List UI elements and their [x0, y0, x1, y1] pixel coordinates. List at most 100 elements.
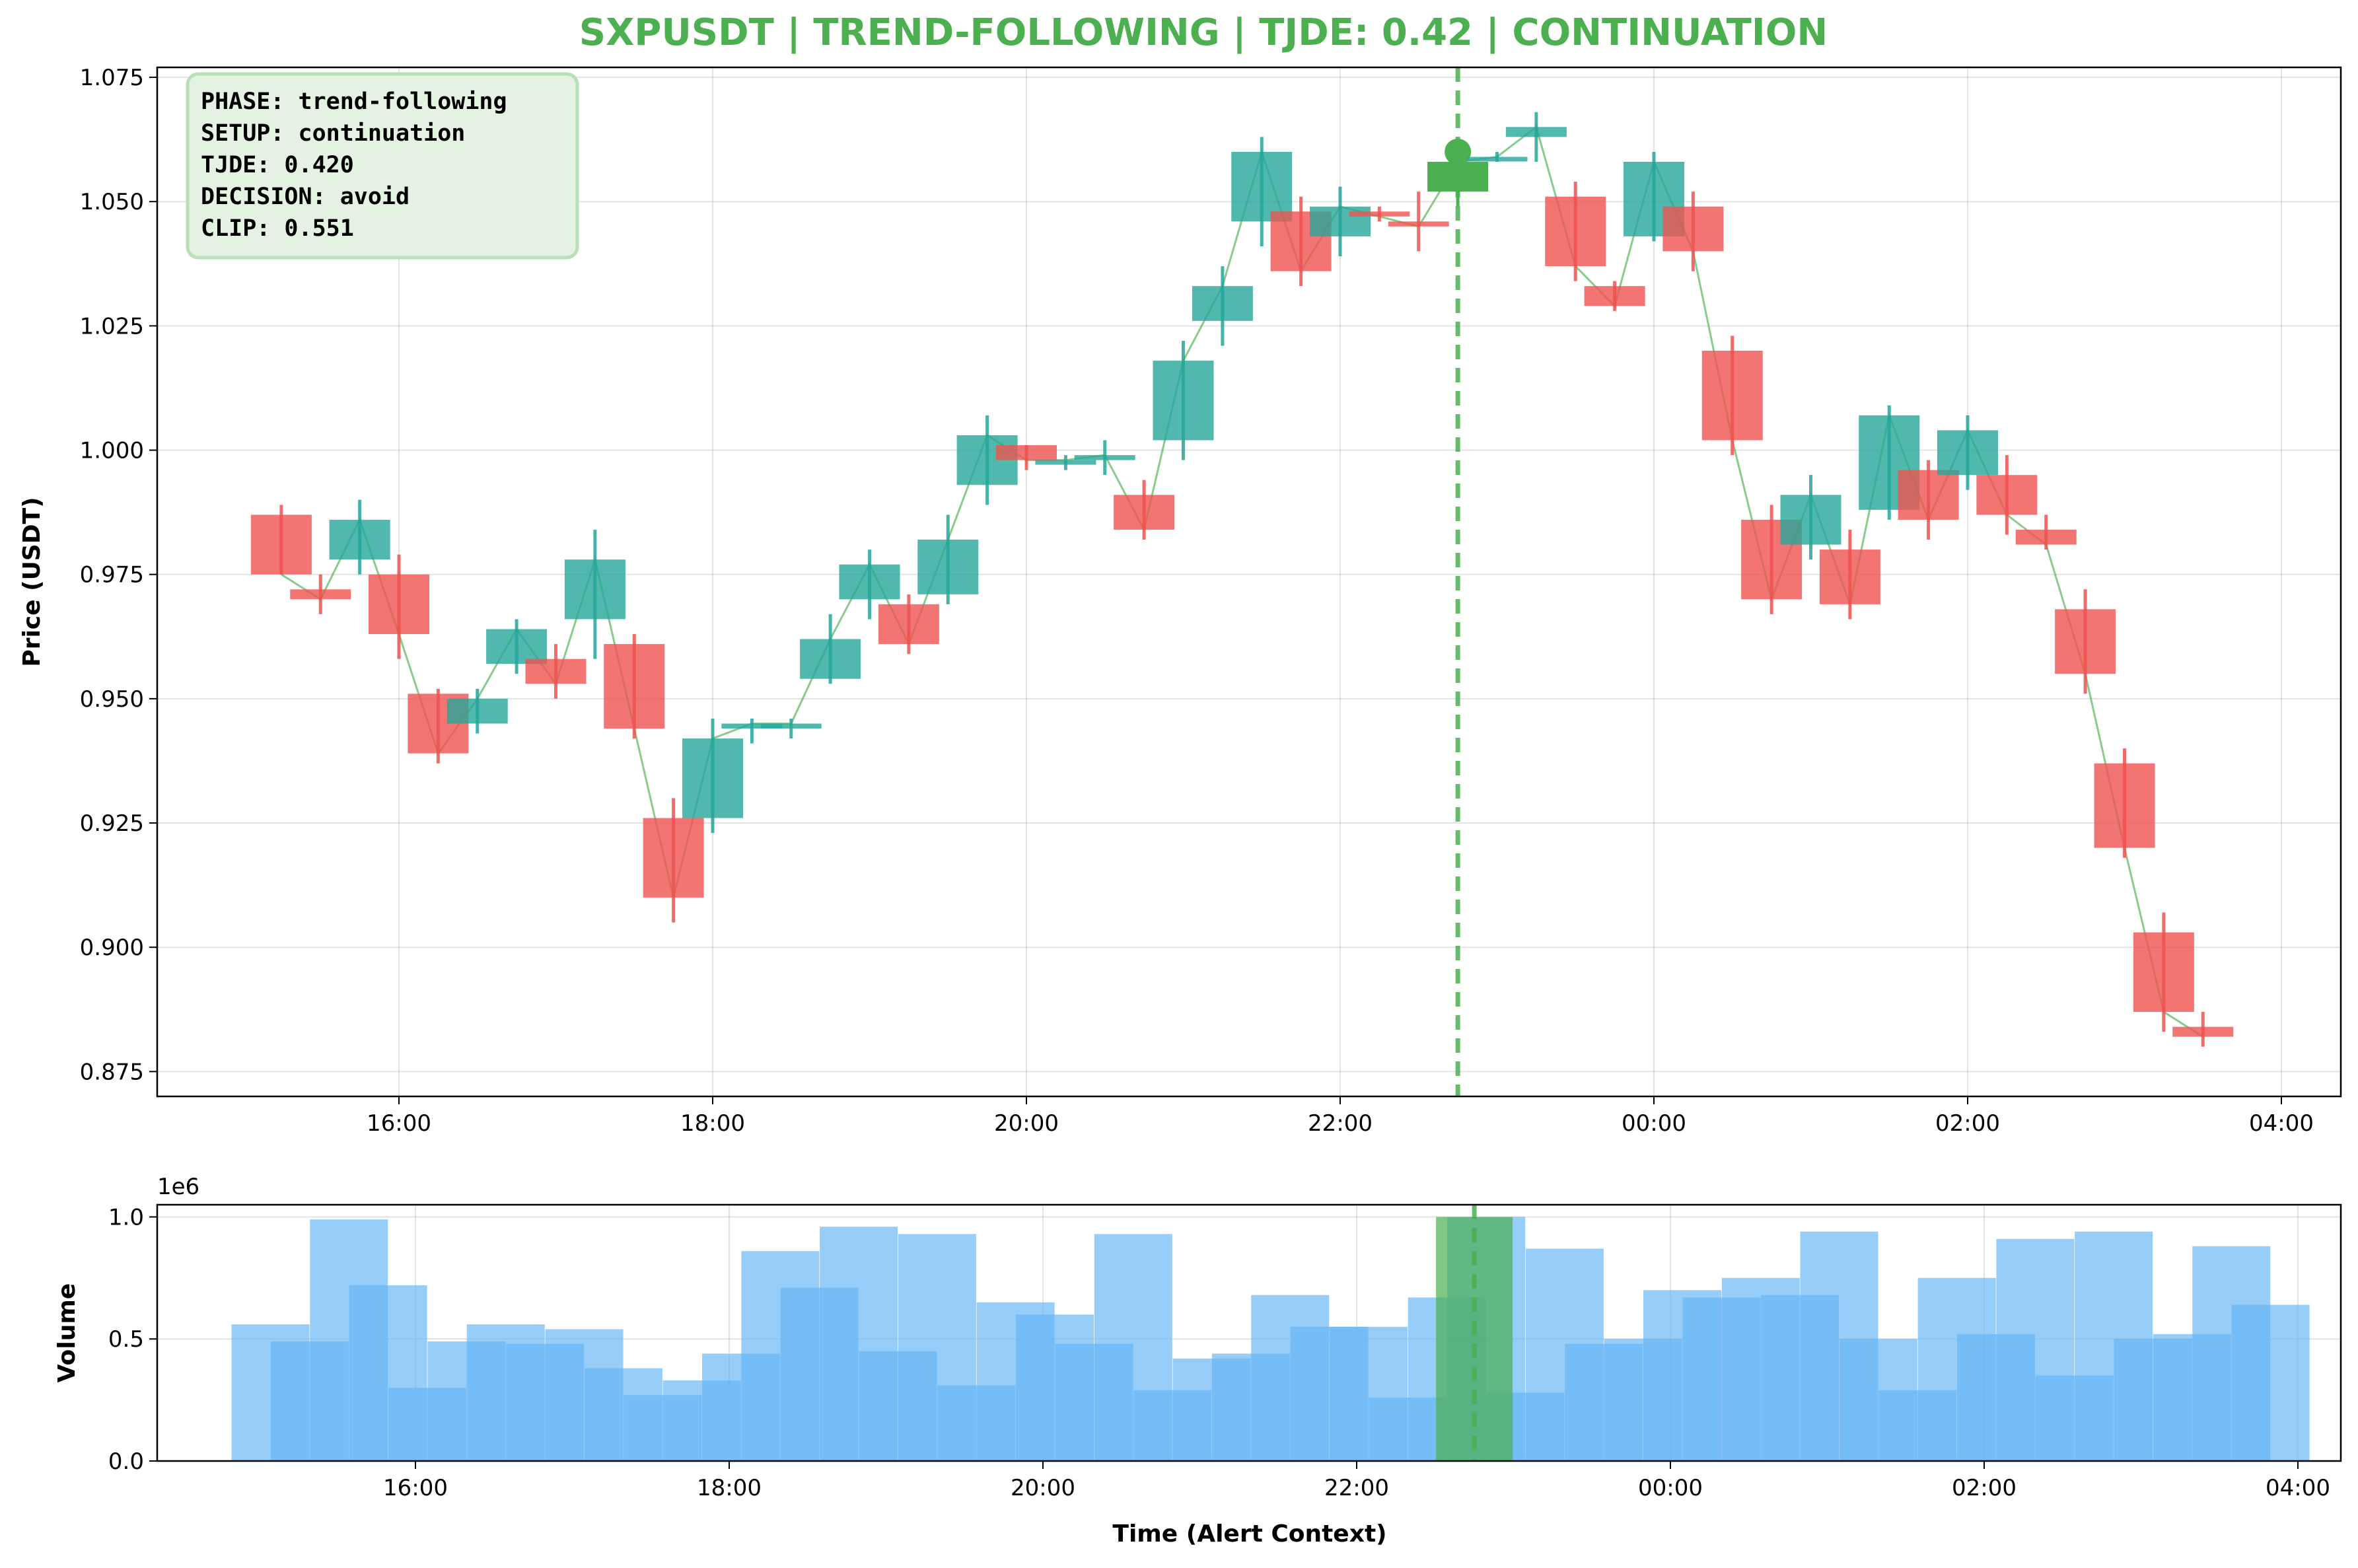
price-xtick-label: 18:00: [680, 1110, 745, 1137]
info-clip: CLIP: 0.551: [201, 215, 354, 242]
candle-body: [290, 589, 351, 600]
candle-body: [604, 644, 665, 729]
candle: [2094, 748, 2155, 858]
volume-bar: [2231, 1304, 2310, 1461]
candle-body: [2015, 529, 2077, 545]
candle-body: [1701, 351, 1763, 441]
candle: [1937, 415, 1998, 490]
candle: [760, 718, 822, 739]
price-xtick-label: 04:00: [2249, 1110, 2314, 1137]
candle-body: [800, 639, 861, 679]
candle: [486, 619, 548, 674]
candle: [290, 574, 351, 614]
candle: [839, 550, 900, 620]
candle: [1898, 460, 1959, 540]
candle-body: [917, 540, 979, 594]
volume-xtick-label: 02:00: [1952, 1475, 2017, 1501]
price-ytick-label: 0.900: [80, 935, 144, 961]
candle: [1074, 440, 1135, 476]
price-ytick-label: 1.000: [80, 438, 144, 464]
price-ytick-label: 0.875: [80, 1059, 144, 1085]
volume-ytick-label: 0.5: [108, 1326, 144, 1353]
candle-body: [878, 604, 939, 645]
info-box: PHASE: trend-following SETUP: continuati…: [186, 72, 579, 260]
candle: [721, 718, 783, 744]
candle: [1819, 529, 1880, 620]
volume-xtick-label: 20:00: [1011, 1475, 1075, 1501]
candle: [1310, 186, 1371, 257]
price-ytick-label: 1.075: [80, 65, 144, 91]
candle: [1466, 151, 1528, 162]
candle: [604, 634, 665, 739]
candle-body: [1505, 127, 1567, 137]
volume-ytick-label: 1.0: [108, 1204, 144, 1230]
candle: [1584, 281, 1645, 311]
candle-body: [447, 698, 508, 724]
candle-body: [682, 738, 743, 818]
candle: [1349, 206, 1410, 222]
volume-xtick-label: 22:00: [1324, 1475, 1389, 1501]
price-xtick-label: 22:00: [1308, 1110, 1373, 1137]
candle: [2133, 912, 2194, 1032]
candle-body: [486, 629, 548, 664]
candle: [682, 718, 743, 834]
candle: [1192, 266, 1253, 346]
candle-body: [1584, 286, 1645, 306]
candle: [564, 529, 625, 659]
candle: [1976, 455, 2038, 535]
price-ytick-label: 0.950: [80, 686, 144, 713]
candle-body: [1035, 460, 1096, 465]
candle: [800, 614, 861, 684]
candle-body: [2172, 1026, 2234, 1037]
candle-body: [369, 574, 429, 635]
candle-body: [1349, 211, 1410, 217]
price-xtick-label: 20:00: [994, 1110, 1059, 1137]
candle-body: [839, 564, 900, 600]
candle: [1388, 192, 1449, 252]
candle: [447, 688, 508, 734]
candle-body: [996, 445, 1057, 460]
info-tjde: TJDE: 0.420: [201, 152, 354, 178]
info-setup: SETUP: continuation: [201, 120, 465, 147]
candle-body: [1937, 430, 1998, 476]
candle-body: [1466, 157, 1528, 162]
candle: [1701, 336, 1763, 456]
price-axes: 0.875 0.900 0.925 0.950 0.975 1.000 1.025 1.050…: [80, 65, 2314, 1137]
volume-axes: 0.0 0.5 1.0 16:00 18:00 20:00 22:00 00:00 02:00 0…: [108, 1204, 2330, 1501]
candle-body: [2055, 609, 2116, 674]
price-xtick-label: 16:00: [367, 1110, 431, 1137]
price-panel-frame: [156, 66, 2342, 1098]
candle-body: [1898, 470, 1959, 520]
candle: [1035, 455, 1096, 470]
candle: [1231, 137, 1293, 246]
price-axis-title: Price (USDT): [18, 497, 46, 666]
info-phase: PHASE: trend-following: [201, 89, 507, 115]
candle-body: [721, 723, 783, 729]
candle-body: [1074, 455, 1135, 460]
candle-body: [1780, 495, 1841, 545]
chart-title: SXPUSDT | TREND-FOLLOWING | TJDE: 0.42 |…: [579, 11, 1828, 54]
candle-body: [525, 659, 587, 684]
candle-body: [1662, 206, 1724, 252]
candle-body: [760, 723, 822, 729]
candle-body: [1114, 495, 1175, 530]
volume-xtick-label: 18:00: [697, 1475, 762, 1501]
candle: [643, 798, 704, 923]
candle: [1780, 475, 1841, 560]
candle-body: [1192, 286, 1253, 321]
candle-body: [643, 818, 704, 898]
candle-body: [1310, 206, 1371, 236]
x-axis-title: Time (Alert Context): [1112, 1520, 1386, 1548]
candle: [996, 445, 1057, 470]
price-ytick-label: 1.050: [80, 189, 144, 215]
candle: [2172, 1012, 2234, 1047]
candle-body: [250, 515, 312, 575]
candle: [1624, 151, 1684, 242]
candle: [878, 594, 939, 655]
volume-panel-frame: [156, 1203, 2342, 1462]
info-decision: DECISION: avoid: [201, 184, 410, 210]
candle: [1662, 192, 1724, 271]
volume-xtick-label: 04:00: [2266, 1475, 2330, 1501]
